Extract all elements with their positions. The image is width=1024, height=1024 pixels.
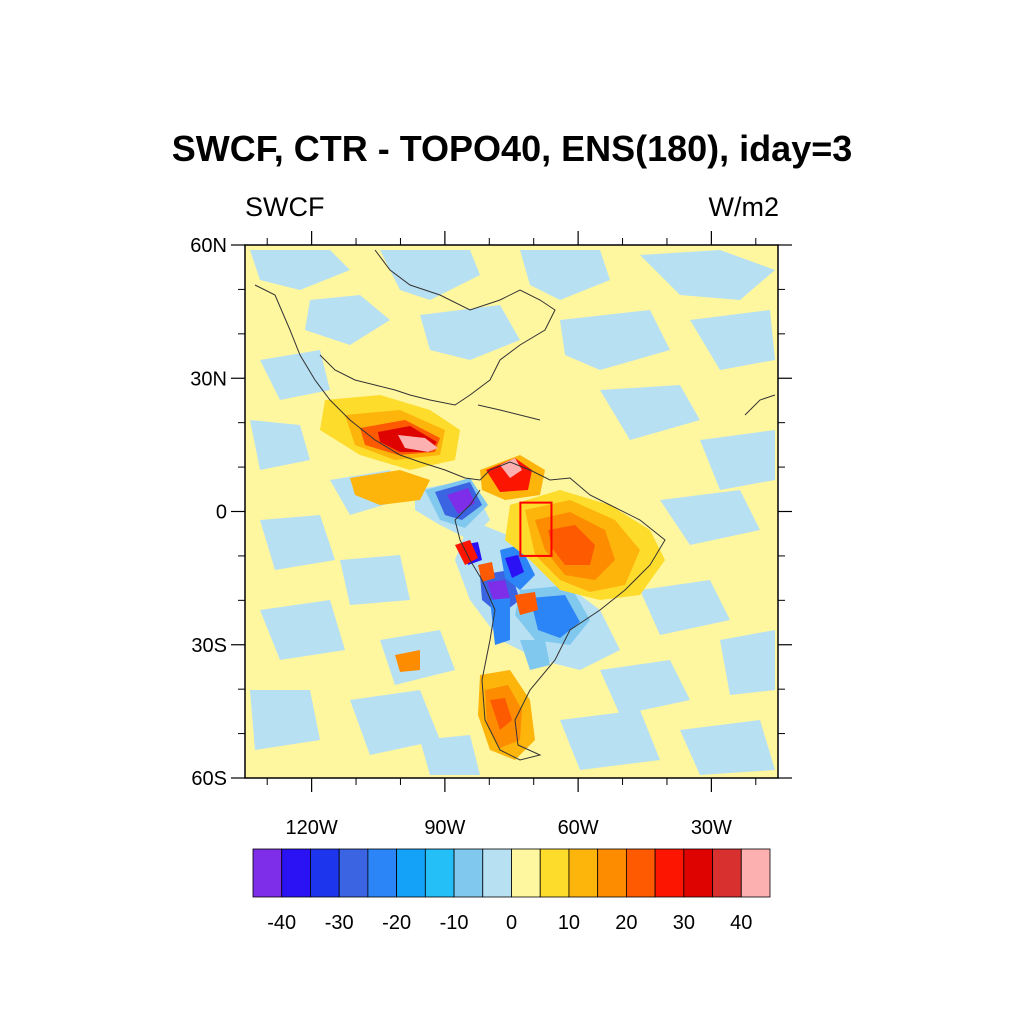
map-axes: 60N 30N 0 30S 60S 120W 90W 60W 30W bbox=[190, 231, 792, 839]
units-label: W/m2 bbox=[708, 192, 780, 222]
colorbar-label: 0 bbox=[506, 912, 517, 934]
colorbar-swatch bbox=[597, 848, 627, 898]
colorbar-swatch bbox=[396, 848, 426, 898]
colorbar-swatch bbox=[683, 848, 713, 898]
colorbar-swatch bbox=[424, 848, 455, 898]
lon-label: 60W bbox=[558, 817, 599, 839]
colorbar-label: 40 bbox=[730, 912, 752, 934]
colorbar-label: 10 bbox=[558, 912, 580, 934]
coastlines bbox=[254, 249, 776, 761]
colorbar-label: -10 bbox=[440, 912, 469, 934]
lon-label: 90W bbox=[424, 817, 465, 839]
lon-label: 30W bbox=[691, 817, 732, 839]
colorbar-label: -40 bbox=[267, 912, 296, 934]
positive-patches bbox=[320, 395, 665, 760]
lat-label: 0 bbox=[216, 502, 227, 524]
left-string: SWCF bbox=[245, 192, 325, 222]
colorbar-swatch bbox=[482, 848, 512, 898]
colorbar-swatch bbox=[338, 848, 369, 898]
colorbar-swatch bbox=[740, 848, 771, 898]
colorbar-swatch bbox=[367, 848, 398, 898]
colorbar-swatch bbox=[453, 848, 484, 898]
colorbar-label: 20 bbox=[615, 912, 637, 934]
colorbar-swatch bbox=[281, 848, 311, 898]
colorbar-label: 30 bbox=[673, 912, 695, 934]
colorbar-swatch bbox=[252, 848, 283, 898]
lat-label: 30S bbox=[191, 635, 227, 657]
lat-label: 60N bbox=[190, 235, 227, 257]
lat-label: 60S bbox=[191, 768, 227, 790]
colorbar-swatch bbox=[568, 848, 599, 898]
colorbar: -40 -30 -20 -10 0 10 20 30 40 bbox=[252, 848, 771, 934]
lat-label: 30N bbox=[190, 368, 227, 390]
colorbar-label: -20 bbox=[382, 912, 411, 934]
contour-field bbox=[245, 245, 778, 778]
colorbar-swatch bbox=[625, 848, 656, 898]
colorbar-swatch bbox=[712, 848, 742, 898]
colorbar-swatch bbox=[310, 848, 340, 898]
colorbar-swatch bbox=[511, 848, 541, 898]
region-box bbox=[519, 501, 553, 557]
plot-title: SWCF, CTR - TOPO40, ENS(180), iday=3 bbox=[171, 128, 853, 169]
colorbar-swatch bbox=[539, 848, 570, 898]
colorbar-label: -30 bbox=[325, 912, 354, 934]
lon-label: 120W bbox=[286, 817, 338, 839]
colorbar-swatch bbox=[654, 848, 685, 898]
